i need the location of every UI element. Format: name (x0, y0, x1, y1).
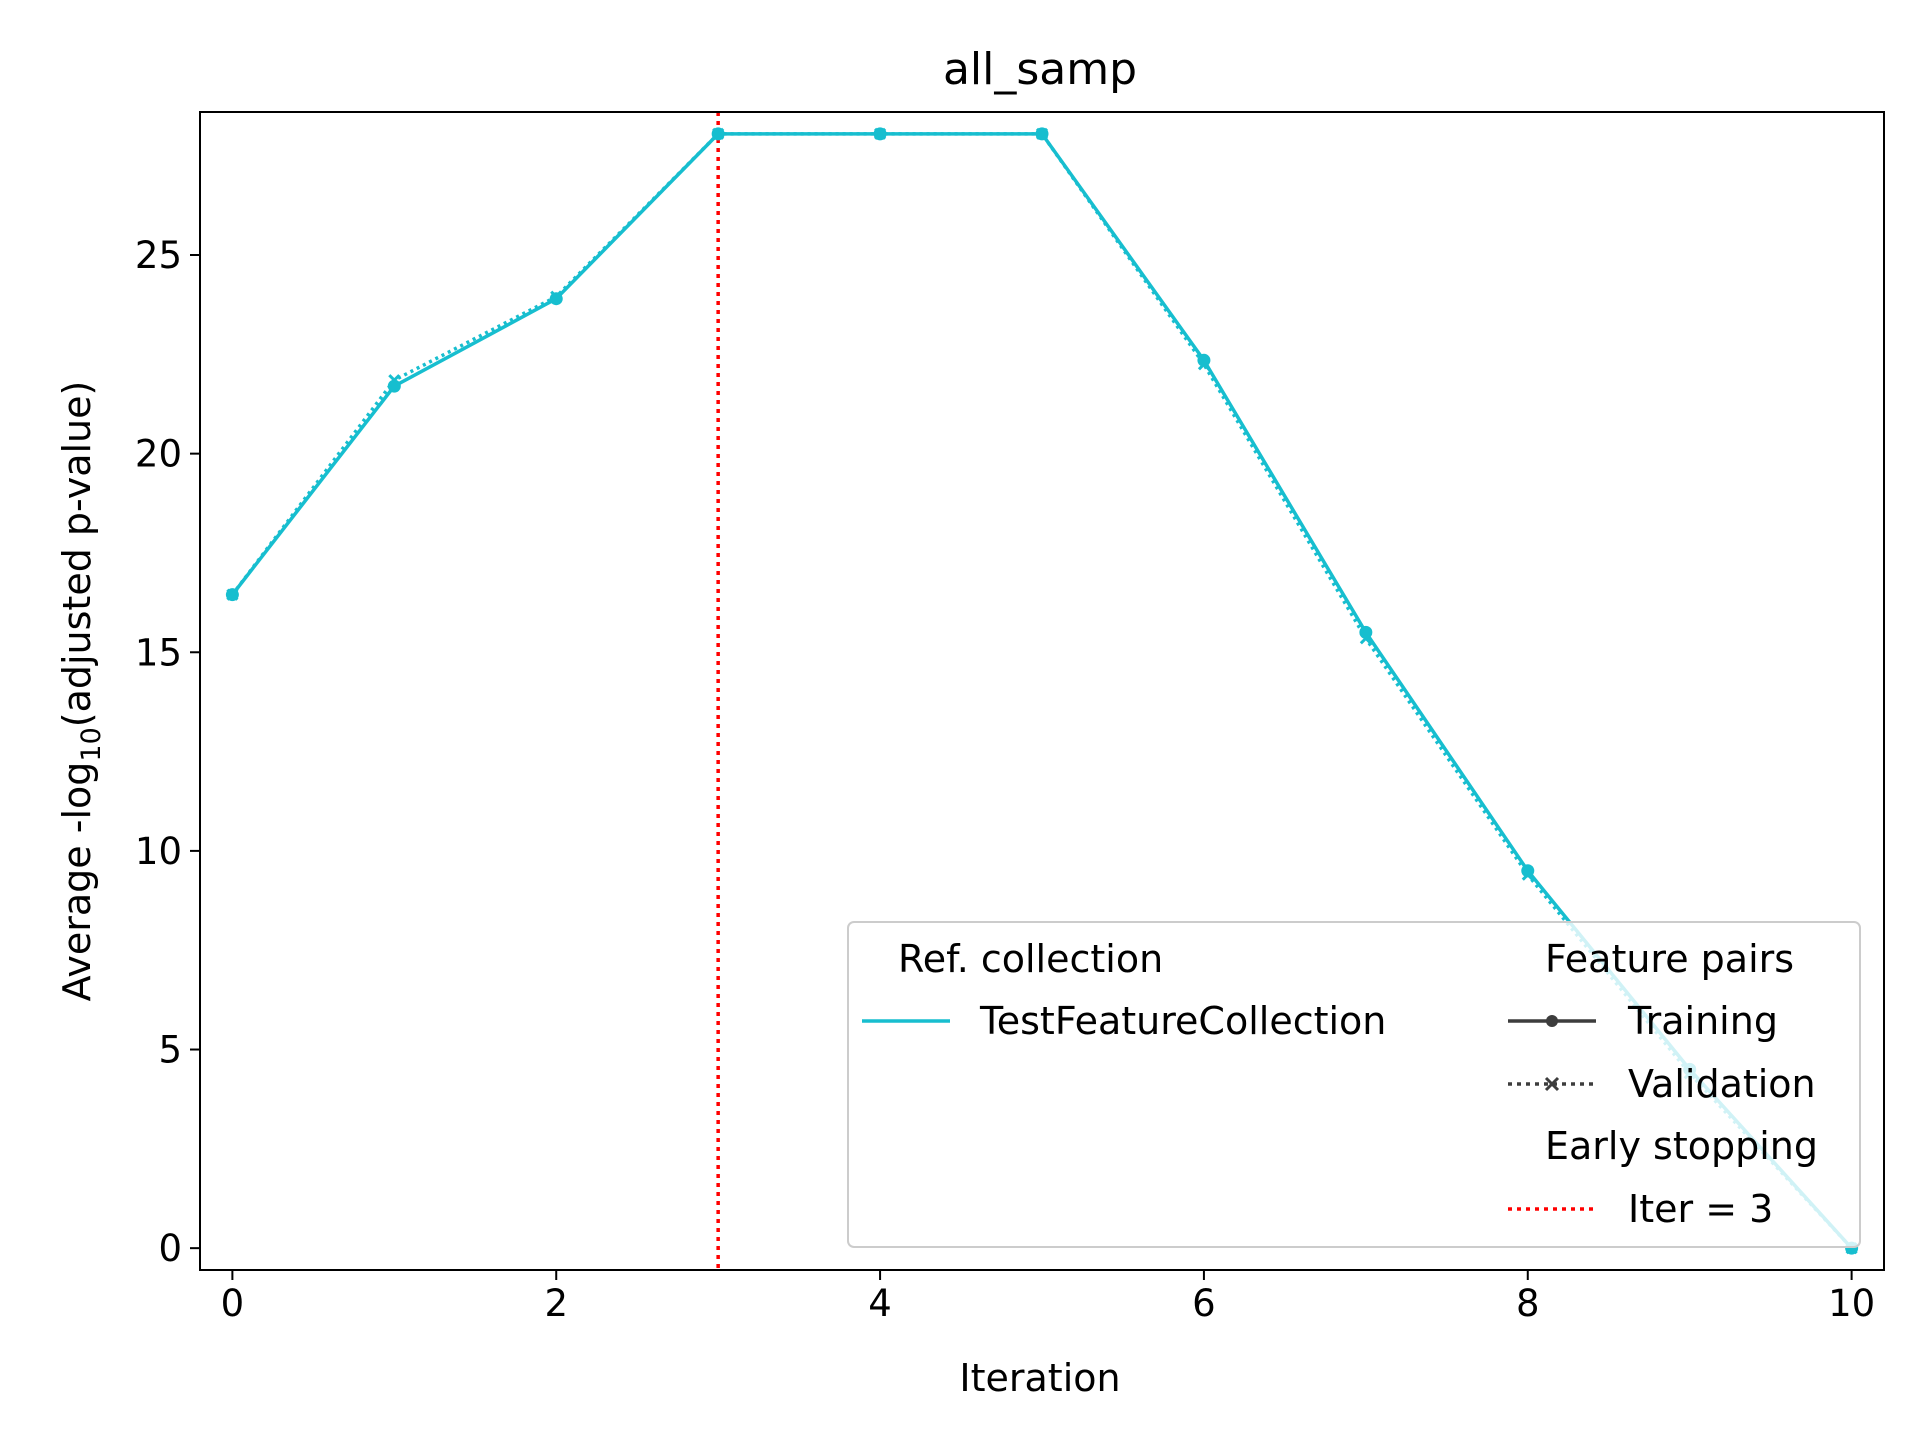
x-axis-label: Iteration (959, 1356, 1120, 1400)
y-axis-label-suffix: (adjusted p-value) (55, 381, 99, 728)
legend-validation-marker (1544, 1076, 1560, 1092)
legend-early-label: Iter = 3 (1628, 1187, 1773, 1231)
x-tick-label: 2 (544, 1282, 568, 1325)
y-axis-label-subscript: 10 (76, 727, 107, 761)
legend-training-label: Training (1627, 999, 1778, 1043)
y-axis-label: Average -log10(adjusted p-value) (55, 381, 107, 1002)
plot-frame (199, 111, 1885, 1271)
data-point-validation (1359, 632, 1372, 645)
data-point-validation (1197, 358, 1210, 371)
chart-title: all_samp (943, 44, 1137, 95)
legend-pairs-title: Feature pairs (1545, 937, 1794, 981)
y-tick-label: 25 (135, 234, 182, 277)
y-tick-label: 10 (135, 830, 182, 873)
legend-early-title: Early stopping (1545, 1124, 1818, 1168)
x-tick-label: 8 (1516, 1282, 1540, 1325)
x-tick-label: 6 (1192, 1282, 1216, 1325)
legend-validation-label: Validation (1628, 1062, 1816, 1106)
y-tick-label: 20 (135, 433, 182, 476)
data-point-training (1197, 353, 1211, 367)
x-tick-label: 0 (221, 1282, 245, 1325)
data-point-validation (226, 588, 239, 601)
legend-ref-title: Ref. collection (898, 937, 1163, 981)
y-tick-label: 0 (158, 1227, 182, 1270)
data-point-validation (388, 374, 401, 387)
data-point-validation (1521, 868, 1534, 881)
y-tick-label: 5 (158, 1029, 182, 1072)
y-axis-label-prefix: Average -log (55, 762, 99, 1002)
y-tick-label: 15 (135, 631, 182, 674)
x-tick-label: 10 (1828, 1282, 1875, 1325)
axis-ticks: 0 2 4 6 8 10 0 5 10 15 20 25 (135, 234, 1875, 1325)
legend-ref-entry: TestFeatureCollection (979, 999, 1386, 1043)
legend-training-marker (1546, 1015, 1558, 1027)
data-point-validation (550, 290, 563, 303)
x-tick-label: 4 (868, 1282, 892, 1325)
data-point-validation (874, 127, 887, 140)
data-point-validation (1035, 127, 1049, 140)
legend-box (847, 921, 1861, 1248)
legend: Ref. collection TestFeatureCollection Fe… (847, 921, 1861, 1248)
data-point-validation (712, 127, 725, 140)
